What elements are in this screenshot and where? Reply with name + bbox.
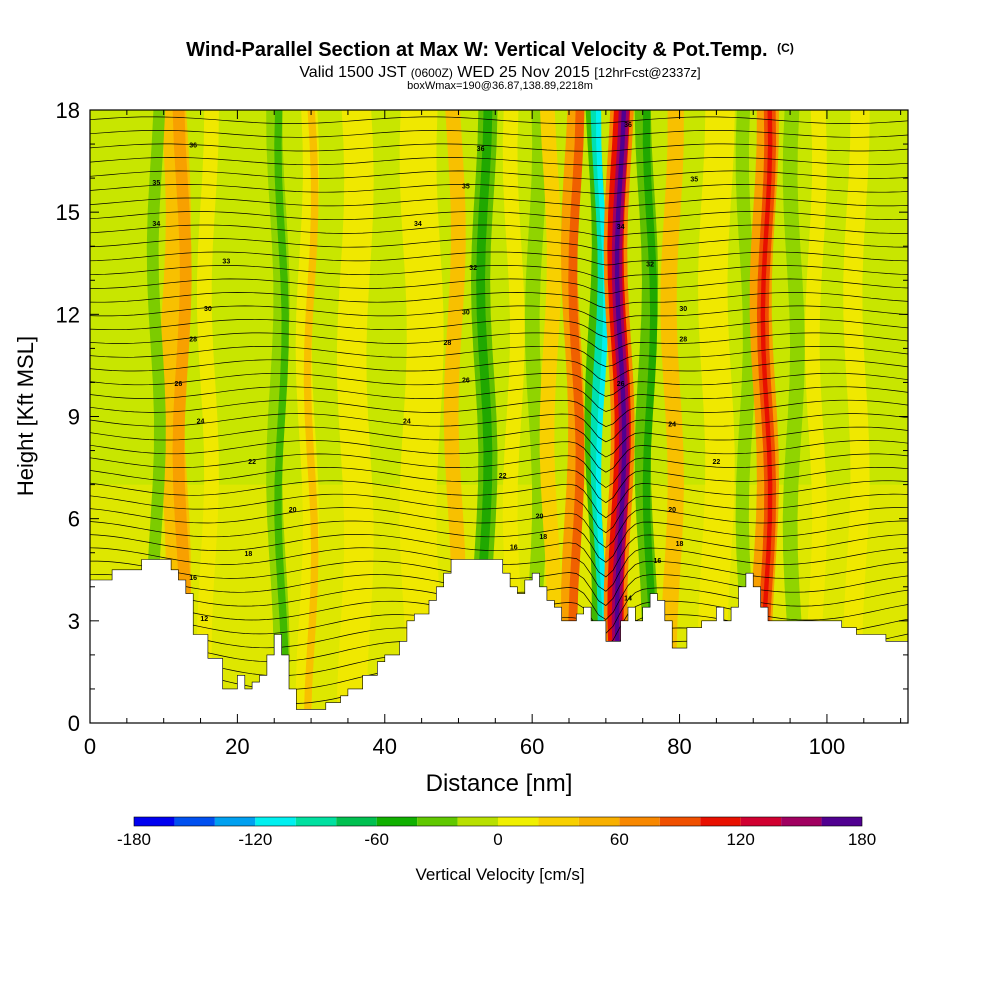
colorbar-segment xyxy=(255,817,296,826)
y-axis-label: Height [Kft MSL] xyxy=(13,336,38,496)
colorbar-segment xyxy=(538,817,579,826)
isentrope-label: 35 xyxy=(690,177,698,184)
isentrope-label: 36 xyxy=(477,146,485,153)
isentrope-label: 22 xyxy=(248,459,256,466)
isentrope-label: 26 xyxy=(462,377,470,384)
chart-subtitle: Valid 1500 JST (0600Z) WED 25 Nov 2015 [… xyxy=(299,64,700,81)
colorbar-segment xyxy=(619,817,660,826)
x-tick-label: 100 xyxy=(809,734,846,759)
colorbar-segment xyxy=(295,817,337,826)
isentrope-label: 18 xyxy=(676,541,684,548)
colorbar-label: Vertical Velocity [cm/s] xyxy=(415,865,584,884)
isentrope-label: 28 xyxy=(444,340,452,347)
isentrope-label: 12 xyxy=(200,616,208,623)
isentrope-label: 32 xyxy=(469,265,477,272)
isentrope-label: 33 xyxy=(222,258,230,265)
x-axis-label: Distance [nm] xyxy=(426,770,573,797)
isentrope-label: 35 xyxy=(462,183,470,190)
chart-subtitle-2: boxWmax=190@36.87,138.89,2218m xyxy=(407,80,593,92)
plot-area: 36 35 34 33 30 28 26 24 22 20 18 16 14 12 36 35 34 32 30 28… xyxy=(90,110,908,723)
y-tick-label: 9 xyxy=(68,405,80,430)
colorbar-segment xyxy=(498,817,539,826)
isentrope-label: 18 xyxy=(245,551,253,558)
isentrope-label: 28 xyxy=(679,337,687,344)
colorbar-tick-label: -120 xyxy=(238,830,272,849)
colorbar-segment xyxy=(659,817,701,826)
isentrope-label: 28 xyxy=(189,337,197,344)
y-tick-label: 6 xyxy=(68,507,80,532)
x-tick-label: 60 xyxy=(520,734,544,759)
colorbar-segment xyxy=(578,817,620,826)
x-tick-label: 80 xyxy=(667,734,691,759)
isentrope-label: 24 xyxy=(403,418,411,425)
isentrope-label: 35 xyxy=(152,180,160,187)
isentrope-label: 30 xyxy=(462,309,470,316)
isentrope-label: 20 xyxy=(289,507,297,514)
isentrope-label: 30 xyxy=(204,306,212,313)
isentrope-label: 22 xyxy=(712,459,720,466)
colorbar-tick-label: -180 xyxy=(117,830,151,849)
y-tick-label: 3 xyxy=(68,609,80,634)
colorbar-segment xyxy=(821,817,862,826)
isentrope-label: 20 xyxy=(668,507,676,514)
x-tick-label: 20 xyxy=(225,734,249,759)
isentrope-label: 26 xyxy=(617,381,625,388)
colorbar-tick-label: 60 xyxy=(610,830,629,849)
isentrope-labels: 36 35 34 33 30 28 26 24 22 20 18 16 14 12 36 35 34 32 30 28… xyxy=(152,122,720,623)
colorbar-segment xyxy=(417,817,458,826)
colorbar: -180 -120 -60 0 60 120 180 xyxy=(117,816,876,849)
isentrope-label: 14 xyxy=(624,595,632,602)
colorbar-segment xyxy=(336,817,377,826)
y-tick-label: 0 xyxy=(68,711,80,736)
isentrope-label: 16 xyxy=(654,558,662,565)
isentrope-label: 36 xyxy=(189,142,197,149)
colorbar-segment xyxy=(214,817,256,826)
isentrope-label: 16 xyxy=(189,575,197,582)
colorbar-tick-label: 0 xyxy=(493,830,502,849)
x-tick-label: 40 xyxy=(373,734,397,759)
isentrope-label: 34 xyxy=(414,221,422,228)
isentrope-label: 26 xyxy=(175,381,183,388)
chart-title: Wind-Parallel Section at Max W: Vertical… xyxy=(186,39,794,61)
isentrope-label: 16 xyxy=(510,544,518,551)
isentrope-label: 32 xyxy=(646,262,654,269)
colorbar-segment xyxy=(740,817,782,826)
isentrope-label: 24 xyxy=(197,418,205,425)
isentrope-label: 30 xyxy=(679,306,687,313)
terrain-mask xyxy=(90,559,908,723)
isentrope-label: 20 xyxy=(536,514,544,521)
isentrope-label: 22 xyxy=(499,473,507,480)
x-tick-label: 0 xyxy=(84,734,96,759)
colorbar-segment xyxy=(134,817,175,826)
y-tick-label: 12 xyxy=(56,302,80,327)
colorbar-tick-label: -60 xyxy=(364,830,389,849)
isentrope-label: 34 xyxy=(617,224,625,231)
isentrope-label: 18 xyxy=(539,534,547,541)
colorbar-segment xyxy=(781,817,822,826)
colorbar-segment xyxy=(457,817,498,826)
colorbar-tick-label: 180 xyxy=(848,830,876,849)
y-tick-label: 15 xyxy=(56,200,80,225)
isentrope-label: 36 xyxy=(624,122,632,129)
isentrope-label: 34 xyxy=(152,221,160,228)
colorbar-tick-label: 120 xyxy=(726,830,754,849)
colorbar-segment xyxy=(700,817,741,826)
y-tick-label: 18 xyxy=(56,98,80,123)
colorbar-segment xyxy=(376,817,418,826)
isentrope-label: 24 xyxy=(668,422,676,429)
colorbar-segment xyxy=(174,817,215,826)
